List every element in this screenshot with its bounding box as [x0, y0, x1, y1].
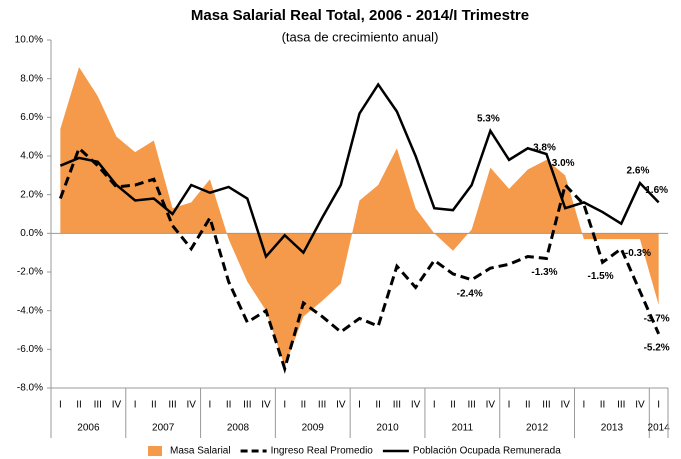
x-tick-label: IV	[486, 400, 496, 411]
x-tick-label: IV	[411, 400, 421, 411]
y-tick-label: -6.0%	[17, 344, 43, 355]
value-label: 3.8%	[533, 143, 556, 154]
x-tick-label: III	[393, 400, 401, 411]
value-label: 5.3%	[477, 114, 500, 125]
area	[60, 67, 659, 367]
x-tick-label: IV	[112, 400, 122, 411]
y-tick-label: -8.0%	[17, 383, 43, 394]
x-tick-label: I	[657, 400, 660, 411]
x-tick-label: II	[525, 400, 531, 411]
x-tick-label: III	[542, 400, 550, 411]
x-tick-label: IV	[635, 400, 645, 411]
x-tick-label: IV	[560, 400, 570, 411]
x-tick-label: II	[450, 400, 456, 411]
x-tick-label: I	[433, 400, 436, 411]
year-label: 2006	[77, 423, 100, 434]
year-label: 2014	[648, 423, 671, 434]
x-tick-label: III	[318, 400, 326, 411]
legend-label: Población Ocupada Remunerada	[413, 446, 561, 457]
value-label: -1.5%	[587, 271, 613, 282]
y-tick-label: 10.0%	[15, 35, 43, 46]
x-tick-label: II	[600, 400, 606, 411]
legend-label: Ingreso Real Promedio	[271, 446, 374, 457]
x-tick-label: I	[59, 400, 62, 411]
value-label: 1.6%	[645, 185, 668, 196]
line	[59, 82, 660, 260]
x-tick-label: III	[168, 400, 176, 411]
year-label: 2008	[227, 423, 250, 434]
x-tick-label: II	[226, 400, 232, 411]
legend-swatch	[148, 446, 162, 456]
x-tick-label: I	[582, 400, 585, 411]
value-label: -1.3%	[531, 267, 557, 278]
y-tick-label: -4.0%	[17, 305, 43, 316]
x-tick-label: II	[151, 400, 157, 411]
year-label: 2009	[302, 423, 325, 434]
x-tick-label: IV	[261, 400, 271, 411]
x-tick-label: I	[209, 400, 212, 411]
year-label: 2007	[152, 423, 175, 434]
chart-subtitle: (tasa de crecimiento anual)	[282, 29, 439, 44]
y-tick-label: 0.0%	[20, 228, 43, 239]
year-label: 2010	[376, 423, 399, 434]
year-label: 2013	[601, 423, 624, 434]
x-tick-label: I	[134, 400, 137, 411]
value-label: -5.2%	[644, 343, 670, 354]
x-tick-label: III	[617, 400, 625, 411]
value-label: 2.6%	[627, 166, 650, 177]
x-tick-label: I	[508, 400, 511, 411]
value-label: 3.0%	[552, 158, 575, 169]
x-tick-label: II	[301, 400, 307, 411]
x-tick-label: IV	[187, 400, 197, 411]
x-tick-label: I	[283, 400, 286, 411]
y-tick-label: 4.0%	[20, 151, 43, 162]
dashed-line	[58, 145, 661, 374]
year-label: 2012	[526, 423, 549, 434]
x-tick-label: III	[468, 400, 476, 411]
x-tick-label: II	[375, 400, 381, 411]
value-label: -0.3%	[625, 248, 651, 259]
y-tick-label: 6.0%	[20, 112, 43, 123]
x-tick-label: III	[94, 400, 102, 411]
y-tick-label: 2.0%	[20, 189, 43, 200]
x-tick-label: IV	[336, 400, 346, 411]
x-tick-label: II	[76, 400, 82, 411]
legend-label: Masa Salarial	[170, 446, 231, 457]
y-tick-label: 8.0%	[20, 73, 43, 84]
value-label: -3.7%	[644, 314, 670, 325]
value-label: -2.4%	[457, 288, 483, 299]
x-tick-label: I	[358, 400, 361, 411]
x-tick-label: III	[243, 400, 251, 411]
year-label: 2011	[452, 423, 474, 434]
y-tick-label: -2.0%	[17, 267, 43, 278]
chart-title: Masa Salarial Real Total, 2006 - 2014/I …	[191, 7, 529, 24]
